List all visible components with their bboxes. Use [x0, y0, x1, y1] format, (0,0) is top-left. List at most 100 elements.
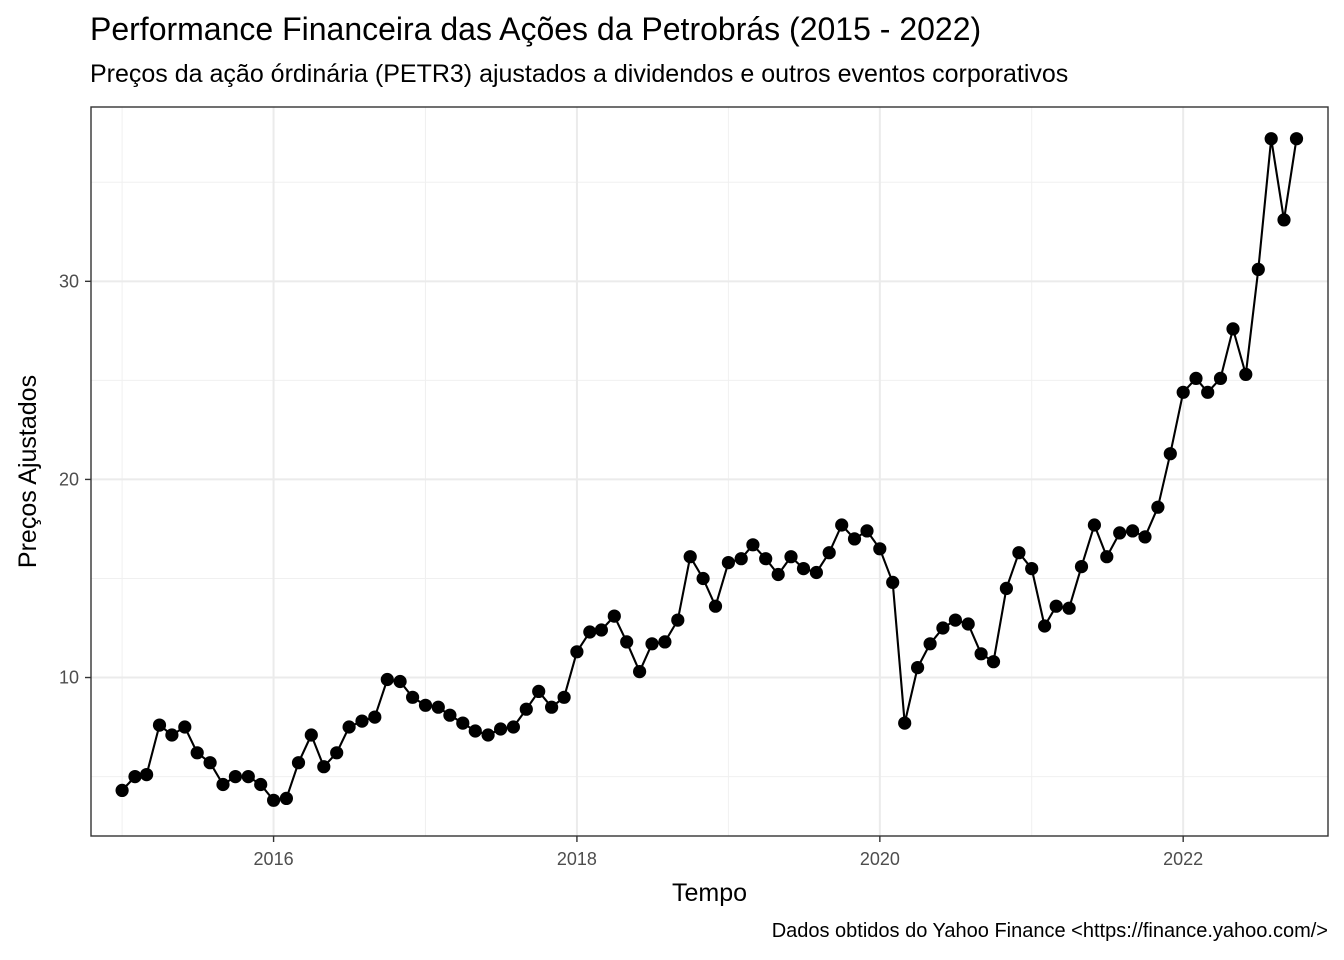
data-point: [923, 637, 937, 651]
data-point: [140, 768, 154, 782]
x-tick-label: 2018: [557, 849, 597, 869]
data-point: [974, 647, 988, 661]
data-point: [165, 728, 179, 742]
data-point: [1213, 371, 1228, 385]
data-point: [873, 542, 887, 556]
series-line: [121, 137, 1298, 802]
data-point: [898, 716, 912, 730]
data-point: [1100, 550, 1114, 564]
data-point: [468, 724, 482, 738]
data-point: [696, 571, 710, 586]
data-point: [279, 791, 293, 806]
y-tick-label: 10: [59, 668, 79, 688]
data-point: [368, 710, 382, 724]
data-point: [152, 718, 167, 732]
data-point: [393, 674, 407, 689]
data-point: [746, 538, 760, 552]
data-point: [481, 728, 495, 742]
data-point: [771, 567, 785, 582]
data-point: [721, 556, 736, 570]
data-point: [633, 665, 647, 679]
data-point: [620, 635, 634, 649]
data-point: [355, 714, 369, 728]
data-point: [519, 702, 533, 716]
data-point: [128, 770, 142, 784]
minor-gridlines: [91, 107, 1328, 836]
data-point: [1277, 213, 1291, 227]
data-point: [241, 770, 255, 784]
data-point: [796, 562, 811, 576]
data-point: [1025, 562, 1039, 576]
data-point: [178, 720, 192, 734]
x-tick-label: 2016: [254, 849, 294, 869]
data-point: [1201, 385, 1215, 399]
data-point: [228, 770, 242, 784]
data-point: [1151, 500, 1165, 514]
x-tick-label: 2020: [860, 849, 900, 869]
series-layer: [115, 132, 1304, 807]
data-point: [671, 613, 685, 627]
data-point: [1289, 132, 1304, 146]
data-point: [1126, 524, 1140, 538]
data-point: [1138, 530, 1152, 544]
data-point: [986, 655, 1001, 669]
data-point: [291, 756, 306, 770]
data-point: [304, 728, 318, 742]
data-point: [557, 690, 571, 704]
data-point: [784, 550, 798, 564]
data-point: [658, 635, 672, 649]
chart-subtitle: Preços da ação órdinária (PETR3) ajustad…: [90, 60, 1069, 88]
data-point: [835, 518, 849, 532]
data-point: [1062, 601, 1076, 615]
data-point: [1012, 546, 1026, 560]
data-point: [594, 623, 609, 637]
x-axis-title: Tempo: [672, 879, 747, 907]
data-point: [1049, 599, 1063, 613]
data-point: [115, 783, 129, 798]
data-point: [443, 708, 457, 722]
data-point: [1074, 560, 1089, 574]
data-point: [936, 621, 950, 635]
data-point: [911, 661, 925, 675]
data-point: [1163, 447, 1177, 461]
data-point: [948, 613, 963, 627]
data-point: [216, 777, 230, 792]
data-point: [506, 720, 520, 734]
y-tick-label: 20: [59, 469, 79, 489]
plot-panel-border: [90, 106, 1329, 837]
data-point: [809, 565, 824, 580]
data-point: [380, 672, 394, 687]
data-point: [1087, 518, 1101, 532]
data-point: [1176, 385, 1190, 399]
data-point: [1226, 322, 1240, 336]
data-point: [607, 609, 621, 623]
data-point: [330, 746, 344, 760]
data-point: [583, 625, 597, 639]
data-point: [1251, 262, 1265, 276]
data-point: [267, 793, 281, 807]
data-point: [999, 581, 1014, 596]
chart-title: Performance Financeira das Ações da Petr…: [90, 11, 982, 47]
data-point: [1038, 619, 1052, 633]
data-point: [683, 550, 697, 564]
data-point: [317, 760, 331, 774]
data-point: [1239, 367, 1253, 381]
data-point: [494, 722, 508, 736]
data-point: [203, 756, 217, 770]
data-point: [1189, 371, 1203, 385]
data-point: [886, 575, 900, 590]
data-point: [759, 552, 773, 566]
data-point: [961, 617, 975, 631]
y-tick-label: 30: [59, 271, 79, 291]
x-tick-label: 2022: [1163, 849, 1203, 869]
data-point: [254, 777, 268, 792]
data-point: [190, 746, 204, 760]
data-point: [734, 552, 748, 566]
data-point: [1113, 526, 1127, 540]
data-point: [822, 546, 836, 560]
axis-ticks: 2016 2018 2020 2022 10 20 30: [59, 271, 1203, 869]
data-point: [708, 599, 723, 613]
data-point: [406, 690, 420, 704]
data-point: [570, 645, 584, 659]
